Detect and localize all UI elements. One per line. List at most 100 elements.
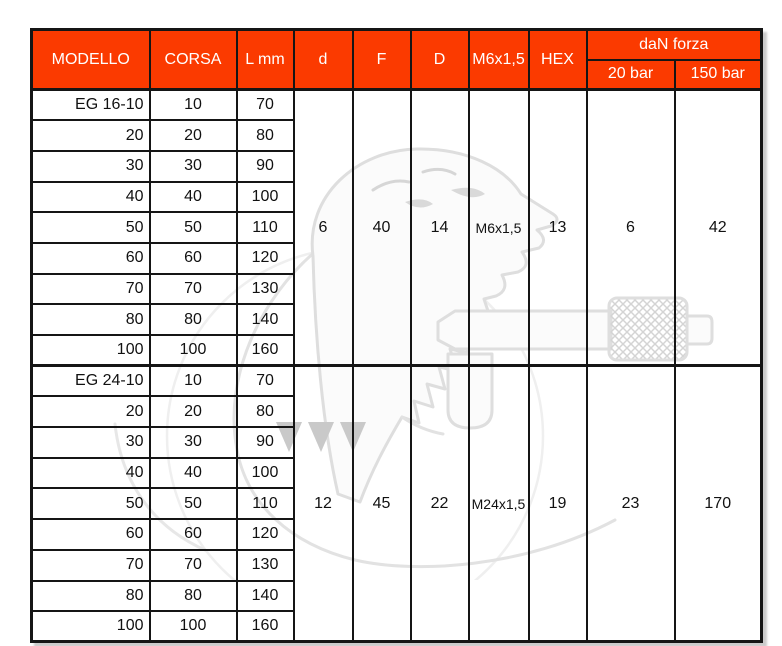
table-row: 30 30 90 — [30, 426, 762, 459]
spec-table: MODELLO CORSA L mm d F D M6x1,5 HEX daN … — [30, 28, 763, 644]
col-header-corsa: CORSA — [148, 28, 238, 91]
corsa-cell: 70 — [148, 272, 238, 306]
lmm-cell: 110 — [235, 487, 295, 521]
merged-cell-big-d: 22 — [409, 364, 470, 643]
col-header-d: d — [292, 28, 354, 91]
lmm-cell: 140 — [235, 303, 295, 336]
table-row: 100 100 160 — [30, 610, 762, 643]
corsa-cell: 100 — [148, 610, 238, 643]
model-cell: 30 — [30, 149, 151, 183]
corsa-cell: 40 — [148, 456, 238, 490]
col-header-hex: HEX — [527, 28, 588, 91]
corsa-cell: 60 — [148, 241, 238, 275]
model-cell: EG 24-10 — [30, 364, 151, 398]
model-cell: 60 — [30, 241, 151, 275]
col-header-20bar: 20 bar — [585, 58, 676, 91]
lmm-cell: 100 — [235, 180, 295, 214]
lmm-cell: 120 — [235, 241, 295, 275]
header-row-1: MODELLO CORSA L mm d F D M6x1,5 HEX daN … — [30, 28, 763, 91]
model-cell: 40 — [30, 456, 151, 490]
corsa-cell: 20 — [148, 119, 238, 152]
corsa-cell: 30 — [148, 426, 238, 459]
merged-cell-150bar: 170 — [673, 364, 763, 643]
col-header-f: F — [351, 28, 412, 91]
col-header-dan-forza: daN forza — [585, 28, 763, 61]
col-header-lmm: L mm — [235, 28, 295, 91]
merged-cell-f: 40 — [351, 87, 412, 367]
table-header: MODELLO CORSA L mm d F D M6x1,5 HEX daN … — [30, 28, 763, 91]
model-cell: 70 — [30, 272, 151, 306]
lmm-cell: 80 — [235, 119, 295, 152]
table-row: 40 40 100 — [30, 180, 762, 214]
corsa-cell: 30 — [148, 149, 238, 183]
table-row: 100 100 160 — [30, 334, 762, 367]
merged-cell-thread: M6x1,5 — [467, 87, 530, 367]
model-cell: 50 — [30, 487, 151, 521]
corsa-cell: 80 — [148, 579, 238, 613]
merged-cell-20bar: 6 — [585, 87, 676, 367]
model-cell: 40 — [30, 180, 151, 214]
lmm-cell: 90 — [235, 149, 295, 183]
table-body: EG 16-10 10 70 6 40 14 M6x1,5 13 6 42 20 20 80 30 30 90… — [30, 87, 763, 643]
table-row: 70 70 130 — [30, 272, 762, 306]
lmm-cell: 140 — [235, 579, 295, 613]
merged-cell-hex: 13 — [527, 87, 588, 367]
table-row: 60 60 120 — [30, 241, 762, 275]
merged-cell-150bar: 42 — [673, 87, 763, 367]
table-row: 60 60 120 — [30, 518, 762, 551]
model-cell: 50 — [30, 211, 151, 244]
merged-cell-20bar: 23 — [585, 364, 676, 643]
corsa-cell: 10 — [148, 364, 238, 398]
merged-cell-d: 12 — [292, 364, 354, 643]
table-row: 40 40 100 — [30, 456, 762, 490]
corsa-cell: 40 — [148, 180, 238, 214]
merged-cell-thread: M24x1,5 — [467, 364, 530, 643]
corsa-cell: 20 — [148, 395, 238, 429]
lmm-cell: 90 — [235, 426, 295, 459]
merged-cell-f: 45 — [351, 364, 412, 643]
table-row: 80 80 140 — [30, 579, 762, 613]
table-row: 80 80 140 — [30, 303, 762, 336]
table-row: 50 50 110 — [30, 487, 762, 521]
merged-cell-d: 6 — [292, 87, 354, 367]
model-cell: 70 — [30, 548, 151, 582]
col-header-modello: MODELLO — [30, 28, 151, 91]
col-header-big-d: D — [409, 28, 470, 91]
corsa-cell: 50 — [148, 211, 238, 244]
table-row: 70 70 130 — [30, 548, 762, 582]
lmm-cell: 110 — [235, 211, 295, 244]
lmm-cell: 100 — [235, 456, 295, 490]
corsa-cell: 80 — [148, 303, 238, 336]
table-row: EG 16-10 10 70 6 40 14 M6x1,5 13 6 42 — [30, 87, 763, 367]
col-header-150bar: 150 bar — [673, 58, 763, 91]
table-row: 20 20 80 — [30, 119, 762, 152]
model-cell: EG 16-10 — [30, 88, 151, 122]
model-cell: 30 — [30, 426, 151, 459]
model-cell: 100 — [30, 334, 151, 367]
lmm-cell: 160 — [235, 610, 295, 643]
corsa-cell: 60 — [148, 518, 238, 551]
model-cell: 20 — [30, 119, 151, 152]
model-cell: 80 — [30, 303, 151, 336]
merged-cell-hex: 19 — [527, 364, 588, 643]
lmm-cell: 130 — [235, 548, 295, 582]
model-cell: 80 — [30, 579, 151, 613]
model-cell: 100 — [30, 610, 151, 643]
model-cell: 60 — [30, 518, 151, 551]
lmm-cell: 70 — [235, 88, 295, 122]
corsa-cell: 10 — [148, 88, 238, 122]
lmm-cell: 130 — [235, 272, 295, 306]
table-row: 20 20 80 — [30, 395, 762, 429]
header-row-2: 20 bar 150 bar — [32, 58, 763, 91]
lmm-cell: 70 — [235, 364, 295, 398]
lmm-cell: 120 — [235, 518, 295, 551]
col-header-thread: M6x1,5 — [467, 28, 530, 91]
lmm-cell: 80 — [235, 395, 295, 429]
corsa-cell: 50 — [148, 487, 238, 521]
table-row: 50 50 110 — [30, 211, 762, 244]
merged-cell-big-d: 14 — [409, 87, 470, 367]
table-row: 30 30 90 — [30, 149, 762, 183]
corsa-cell: 70 — [148, 548, 238, 582]
model-cell: 20 — [30, 395, 151, 429]
